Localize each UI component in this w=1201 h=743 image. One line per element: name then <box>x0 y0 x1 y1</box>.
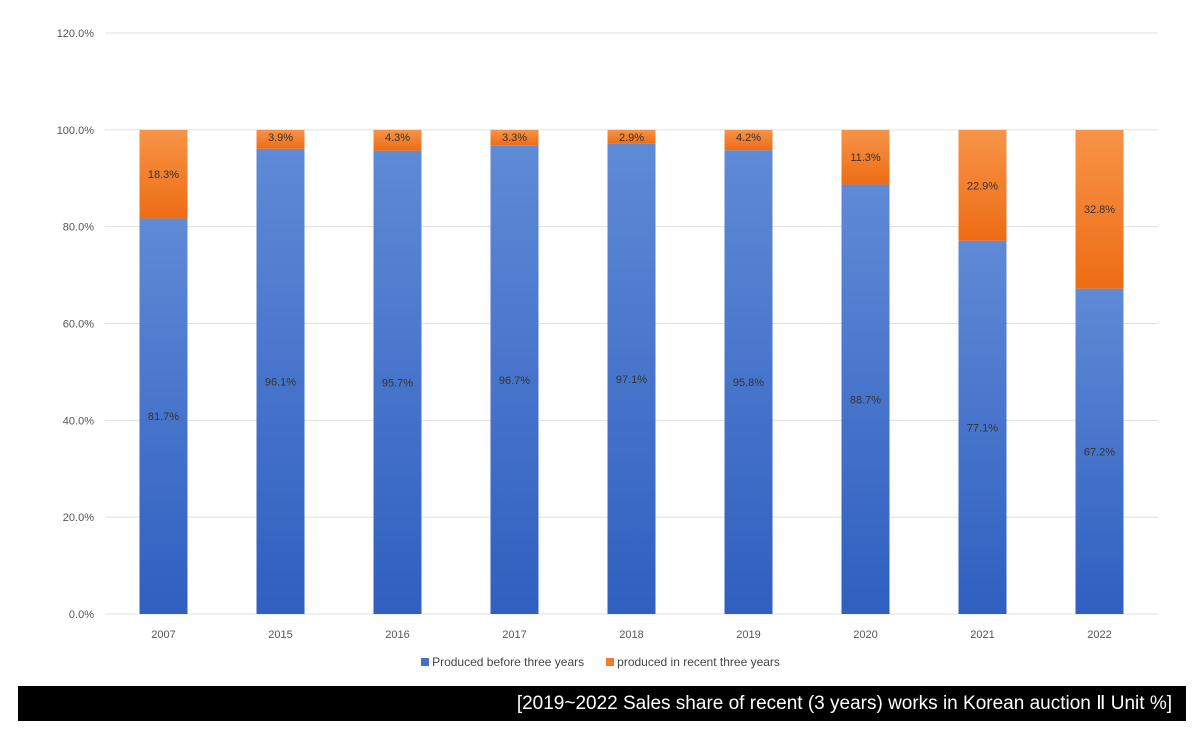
bar-segment-recent <box>490 129 539 146</box>
x-tick-label: 2021 <box>970 629 994 641</box>
bar-segment-recent <box>958 129 1007 241</box>
stacked-bar-chart: 0.0% 20.0% 40.0% 60.0% 80.0% 100.0% 120.0% 81.7… <box>57 28 1158 641</box>
bar-segment-before <box>139 218 188 614</box>
data-label: 18.3% <box>148 169 179 181</box>
data-label: 11.3% <box>850 152 881 164</box>
data-label: 97.1% <box>616 374 647 386</box>
bar-segment-recent <box>256 129 305 149</box>
data-label: 77.1% <box>967 422 998 434</box>
y-tick-label: 100.0% <box>57 125 95 137</box>
legend-label: produced in recent three years <box>617 655 780 669</box>
bar-segment-recent <box>724 129 773 151</box>
data-label: 67.2% <box>1084 446 1115 458</box>
x-tick-label: 2022 <box>1087 629 1111 641</box>
bar-segment-before <box>607 143 656 615</box>
data-label: 22.9% <box>967 180 998 192</box>
y-tick-label: 20.0% <box>63 512 94 524</box>
bar-segment-recent <box>607 129 656 144</box>
legend: Produced before three years produced in … <box>0 655 1201 669</box>
y-tick-label: 80.0% <box>63 222 94 234</box>
bar-segment-before <box>373 150 422 614</box>
bar-segment-recent <box>1075 129 1124 289</box>
bar-segment-before <box>1075 288 1124 614</box>
x-tick-label: 2007 <box>151 629 175 641</box>
caption: [2019~2022 Sales share of recent (3 year… <box>516 693 1172 714</box>
legend-swatch-blue <box>421 658 430 666</box>
bar-segment-before <box>841 184 890 614</box>
bar-segment-before <box>490 145 539 614</box>
legend-swatch-orange <box>606 658 615 666</box>
x-tick-label: 2018 <box>619 629 643 641</box>
y-tick-label: 0.0% <box>69 609 94 621</box>
y-tick-label: 120.0% <box>57 28 95 40</box>
y-tick-label: 40.0% <box>63 415 94 427</box>
caption-bar: [2019~2022 Sales share of recent (3 year… <box>18 686 1186 721</box>
data-label: 3.9% <box>268 132 293 144</box>
data-label: 4.2% <box>736 132 761 144</box>
data-label: 95.8% <box>733 377 764 389</box>
x-tick-label: 2016 <box>385 629 409 641</box>
data-label: 96.7% <box>499 375 530 387</box>
legend-item-before: Produced before three years <box>421 655 584 669</box>
y-tick-label: 60.0% <box>63 319 94 331</box>
bar-segment-recent <box>373 129 422 151</box>
data-label: 96.1% <box>265 376 296 388</box>
data-label: 95.7% <box>382 377 413 389</box>
data-label: 81.7% <box>148 411 179 423</box>
legend-item-recent: produced in recent three years <box>606 655 780 669</box>
bar-segment-before <box>256 148 305 615</box>
data-label: 2.9% <box>619 132 644 144</box>
data-label: 4.3% <box>385 132 410 144</box>
legend-label: Produced before three years <box>432 655 585 669</box>
bar-segment-recent <box>841 129 890 185</box>
bar-segment-before <box>724 150 773 614</box>
x-tick-label: 2020 <box>853 629 877 641</box>
x-tick-label: 2017 <box>502 629 526 641</box>
data-label: 3.3% <box>502 132 527 144</box>
bar-segment-before <box>958 240 1007 614</box>
bar-segment-recent <box>139 129 188 219</box>
data-label: 32.8% <box>1084 204 1115 216</box>
x-tick-label: 2019 <box>736 629 760 641</box>
x-tick-label: 2015 <box>268 629 292 641</box>
data-label: 88.7% <box>850 394 881 406</box>
